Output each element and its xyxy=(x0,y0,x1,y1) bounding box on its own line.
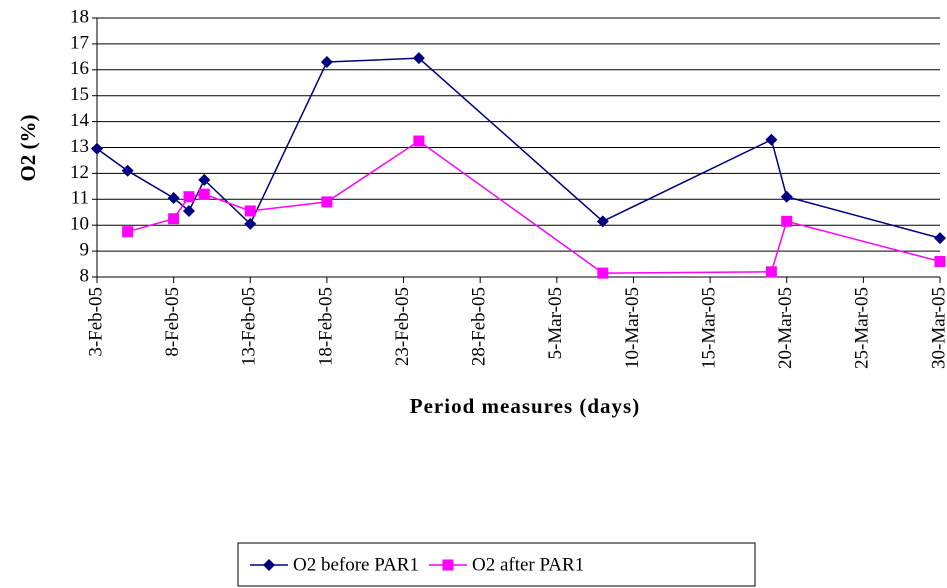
data-point xyxy=(934,232,946,245)
data-point xyxy=(597,267,609,279)
y-tick-label: 8 xyxy=(80,265,90,286)
y-tick-label: 16 xyxy=(70,58,89,79)
y-tick-label: 17 xyxy=(70,32,89,53)
data-point xyxy=(121,164,134,177)
y-tick-label: 13 xyxy=(70,136,89,157)
x-tick-label: 8-Feb-05 xyxy=(162,287,183,357)
x-tick-label: 10-Mar-05 xyxy=(622,287,643,369)
data-point xyxy=(765,133,778,146)
y-tick-label: 14 xyxy=(70,110,90,131)
x-tick-label: 20-Mar-05 xyxy=(775,287,796,369)
data-point xyxy=(413,135,425,147)
y-tick-label: 11 xyxy=(71,188,89,209)
y-tick-label: 12 xyxy=(70,162,89,183)
legend-marker xyxy=(263,559,275,571)
x-tick-label: 3-Feb-05 xyxy=(85,287,106,357)
x-tick-label: 30-Mar-05 xyxy=(928,287,947,369)
x-tick-label: 28-Feb-05 xyxy=(469,287,490,366)
x-tick-label: 25-Mar-05 xyxy=(852,287,873,369)
legend-label: O2 after PAR1 xyxy=(472,554,584,575)
data-point xyxy=(934,255,946,267)
data-point xyxy=(244,217,257,230)
legend-marker xyxy=(442,559,454,571)
data-point xyxy=(780,190,793,203)
data-point xyxy=(198,173,211,186)
y-tick-label: 9 xyxy=(80,239,90,260)
legend-box xyxy=(237,542,756,587)
x-axis-label: Period measures (days) xyxy=(410,394,640,418)
data-point xyxy=(244,205,256,217)
data-point xyxy=(182,204,195,217)
data-point xyxy=(91,142,103,155)
y-tick-label: 10 xyxy=(70,214,89,235)
x-tick-label: 15-Mar-05 xyxy=(698,287,719,369)
data-point xyxy=(765,266,777,278)
y-tick-label: 15 xyxy=(70,84,89,105)
data-point xyxy=(168,213,180,225)
data-point xyxy=(198,188,210,200)
x-tick-label: 5-Mar-05 xyxy=(545,287,566,359)
data-point xyxy=(321,196,333,208)
data-point xyxy=(320,56,333,69)
data-point xyxy=(781,215,793,227)
data-point xyxy=(412,52,425,65)
x-tick-label: 13-Feb-05 xyxy=(239,287,260,366)
series-line xyxy=(96,57,941,239)
y-tick-label: 18 xyxy=(70,6,89,27)
data-point xyxy=(122,226,134,238)
legend-label: O2 before PAR1 xyxy=(293,554,419,575)
x-tick-label: 18-Feb-05 xyxy=(315,287,336,366)
data-point xyxy=(183,191,195,203)
y-axis-label: O2 (%) xyxy=(16,114,40,181)
x-tick-label: 23-Feb-05 xyxy=(392,287,413,366)
data-point xyxy=(596,215,609,228)
data-point xyxy=(167,192,180,205)
